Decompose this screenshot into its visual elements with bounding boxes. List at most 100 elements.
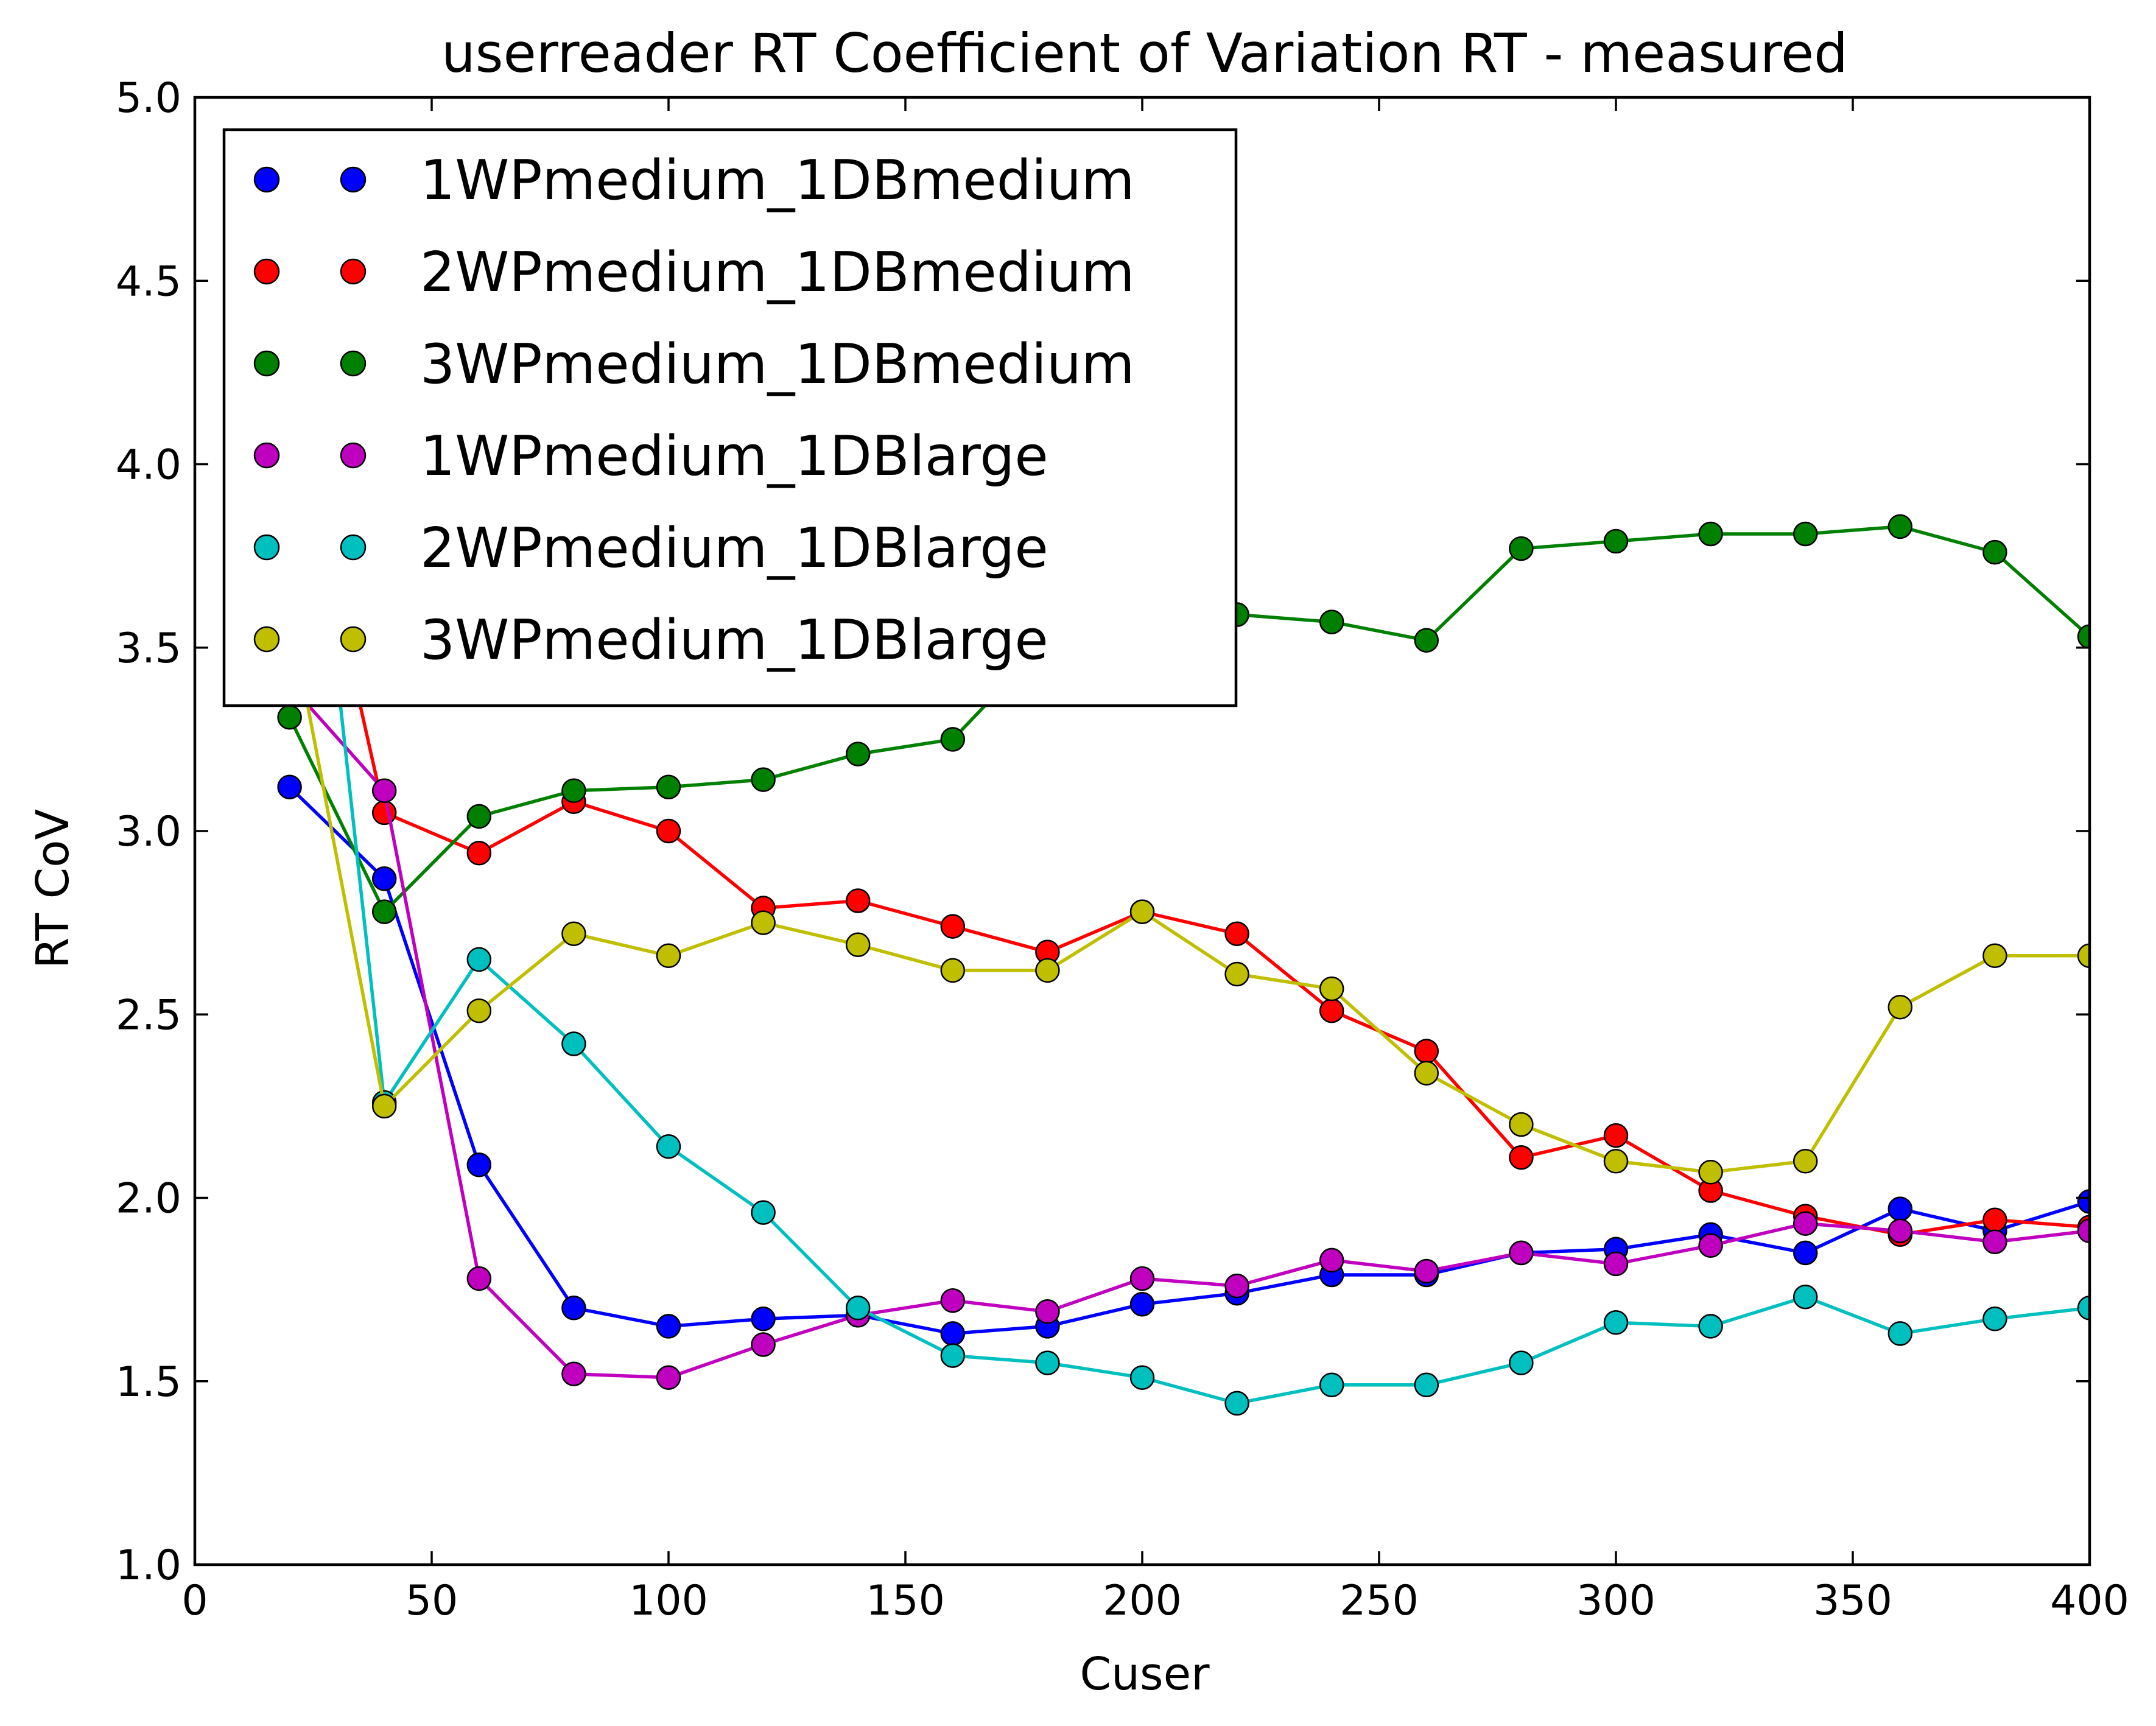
- data-point-2WPmedium_1DBmedium-160: [940, 914, 966, 939]
- data-point-2WPmedium_1DBlarge-120: [751, 1200, 776, 1225]
- x-tick-label-400: 400: [2050, 1577, 2129, 1625]
- legend-marker-1WPmedium_1DBmedium-0: [253, 166, 280, 193]
- legend-label-2WPmedium_1DBlarge: 2WPmedium_1DBlarge: [420, 516, 1048, 580]
- data-point-1WPmedium_1DBlarge-260: [1414, 1258, 1439, 1284]
- series-line-1WPmedium_1DBlarge: [288, 683, 2090, 1380]
- data-point-1WPmedium_1DBmedium-360: [1887, 1196, 1913, 1221]
- legend-entry-2WPmedium_1DBmedium: 2WPmedium_1DBmedium: [253, 240, 1135, 304]
- data-point-2WPmedium_1DBlarge-300: [1603, 1310, 1629, 1335]
- data-point-1WPmedium_1DBlarge-120: [751, 1332, 776, 1357]
- x-axis-label: Cuser: [1080, 1648, 1210, 1700]
- data-point-3WPmedium_1DBlarge-300: [1603, 1149, 1629, 1174]
- data-point-1WPmedium_1DBmedium-40: [371, 866, 397, 891]
- data-point-2WPmedium_1DBlarge-60: [466, 947, 492, 972]
- series-line-2WPmedium_1DBlarge: [287, 244, 2090, 1405]
- data-point-3WPmedium_1DBmedium-300: [1603, 528, 1629, 554]
- legend-entry-1WPmedium_1DBlarge: 1WPmedium_1DBlarge: [253, 424, 1048, 488]
- data-point-2WPmedium_1DBlarge-80: [561, 1031, 586, 1056]
- data-point-2WPmedium_1DBmedium-260: [1414, 1039, 1439, 1064]
- legend-label-1WPmedium_1DBmedium: 1WPmedium_1DBmedium: [420, 149, 1135, 212]
- x-tick-label-0: 0: [181, 1577, 208, 1625]
- data-point-1WPmedium_1DBlarge-280: [1509, 1240, 1534, 1266]
- x-tick-label-50: 50: [406, 1577, 458, 1625]
- data-point-1WPmedium_1DBlarge-100: [656, 1365, 681, 1390]
- data-point-1WPmedium_1DBlarge-200: [1129, 1266, 1155, 1291]
- legend-marker-2WPmedium_1DBlarge-0: [253, 534, 280, 561]
- x-tick-label-300: 300: [1576, 1577, 1656, 1625]
- data-point-2WPmedium_1DBmedium-380: [1982, 1207, 2007, 1232]
- data-point-1WPmedium_1DBlarge-180: [1035, 1299, 1060, 1324]
- data-point-1WPmedium_1DBmedium-60: [466, 1152, 492, 1177]
- y-tick-label-4.5: 4.5: [116, 258, 181, 306]
- data-point-3WPmedium_1DBlarge-100: [656, 943, 681, 969]
- data-point-2WPmedium_1DBmedium-280: [1509, 1145, 1534, 1170]
- data-point-2WPmedium_1DBmedium-140: [845, 888, 871, 913]
- x-tick-label-350: 350: [1813, 1577, 1892, 1625]
- legend-marker-1WPmedium_1DBlarge-1: [340, 442, 367, 469]
- data-point-2WPmedium_1DBmedium-220: [1224, 921, 1249, 946]
- legend-label-3WPmedium_1DBlarge: 3WPmedium_1DBlarge: [420, 608, 1048, 672]
- data-point-3WPmedium_1DBlarge-340: [1793, 1149, 1818, 1174]
- data-point-3WPmedium_1DBlarge-200: [1129, 899, 1155, 924]
- data-point-1WPmedium_1DBmedium-20: [277, 774, 302, 799]
- data-point-1WPmedium_1DBlarge-40: [371, 778, 397, 803]
- data-point-3WPmedium_1DBmedium-400: [2077, 624, 2090, 649]
- x-tick-label-150: 150: [866, 1577, 945, 1625]
- data-point-3WPmedium_1DBlarge-40: [371, 1093, 397, 1119]
- legend-entry-2WPmedium_1DBlarge: 2WPmedium_1DBlarge: [253, 516, 1048, 580]
- data-point-3WPmedium_1DBlarge-120: [751, 910, 776, 935]
- y-tick-label-1.5: 1.5: [116, 1358, 181, 1406]
- data-point-1WPmedium_1DBmedium-80: [561, 1296, 586, 1321]
- legend-entry-1WPmedium_1DBmedium: 1WPmedium_1DBmedium: [253, 149, 1135, 212]
- data-point-3WPmedium_1DBlarge-220: [1224, 961, 1249, 987]
- data-point-3WPmedium_1DBmedium-60: [466, 804, 492, 829]
- data-point-2WPmedium_1DBlarge-140: [845, 1296, 871, 1321]
- data-point-2WPmedium_1DBmedium-40: [371, 800, 397, 826]
- y-axis-label: RT CoV: [27, 809, 79, 969]
- legend-marker-3WPmedium_1DBlarge-1: [340, 626, 367, 653]
- data-point-2WPmedium_1DBmedium-300: [1603, 1123, 1629, 1148]
- legend-marker-3WPmedium_1DBlarge-0: [253, 626, 280, 653]
- data-point-3WPmedium_1DBlarge-60: [466, 998, 492, 1023]
- series-line-1WPmedium_1DBmedium: [288, 785, 2090, 1336]
- legend-label-1WPmedium_1DBlarge: 1WPmedium_1DBlarge: [420, 424, 1048, 488]
- data-point-3WPmedium_1DBmedium-20: [277, 704, 302, 730]
- data-point-3WPmedium_1DBlarge-180: [1035, 958, 1060, 983]
- data-point-2WPmedium_1DBlarge-320: [1698, 1314, 1723, 1339]
- data-point-1WPmedium_1DBlarge-320: [1698, 1233, 1723, 1258]
- data-point-2WPmedium_1DBlarge-280: [1509, 1350, 1534, 1375]
- data-point-3WPmedium_1DBlarge-320: [1698, 1160, 1723, 1185]
- data-point-2WPmedium_1DBlarge-360: [1887, 1321, 1913, 1346]
- data-point-2WPmedium_1DBlarge-400: [2077, 1296, 2090, 1321]
- data-point-3WPmedium_1DBmedium-80: [561, 778, 586, 803]
- series-line-3WPmedium_1DBlarge: [287, 610, 2090, 1174]
- legend-marker-1WPmedium_1DBmedium-1: [340, 166, 367, 193]
- data-point-1WPmedium_1DBmedium-200: [1129, 1291, 1155, 1317]
- data-point-1WPmedium_1DBlarge-360: [1887, 1218, 1913, 1243]
- data-point-2WPmedium_1DBlarge-160: [940, 1343, 966, 1368]
- data-point-3WPmedium_1DBmedium-240: [1319, 609, 1344, 634]
- data-point-1WPmedium_1DBmedium-100: [656, 1314, 681, 1339]
- data-point-1WPmedium_1DBmedium-400: [2077, 1189, 2090, 1214]
- data-point-2WPmedium_1DBlarge-240: [1319, 1372, 1344, 1398]
- x-tick-label-100: 100: [629, 1577, 708, 1625]
- chart-title: userreader RT Coefficient of Variation R…: [441, 22, 1848, 85]
- data-point-2WPmedium_1DBlarge-100: [656, 1134, 681, 1159]
- y-tick-label-1.0: 1.0: [116, 1542, 181, 1590]
- data-point-2WPmedium_1DBmedium-240: [1319, 998, 1344, 1023]
- legend-marker-3WPmedium_1DBmedium-0: [253, 350, 280, 377]
- data-point-3WPmedium_1DBmedium-380: [1982, 539, 2007, 565]
- data-point-3WPmedium_1DBlarge-140: [845, 932, 871, 958]
- data-point-1WPmedium_1DBmedium-120: [751, 1307, 776, 1331]
- data-point-1WPmedium_1DBlarge-80: [561, 1361, 586, 1386]
- series-2WPmedium_1DBmedium: [277, 378, 2090, 1247]
- data-point-3WPmedium_1DBmedium-360: [1887, 514, 1913, 539]
- data-point-1WPmedium_1DBlarge-240: [1319, 1247, 1344, 1273]
- legend-label-3WPmedium_1DBmedium: 3WPmedium_1DBmedium: [420, 332, 1135, 396]
- data-point-2WPmedium_1DBlarge-200: [1129, 1365, 1155, 1390]
- y-tick-label-5.0: 5.0: [116, 74, 181, 122]
- legend-marker-1WPmedium_1DBlarge-0: [253, 442, 280, 469]
- data-point-3WPmedium_1DBlarge-160: [940, 958, 966, 983]
- data-point-2WPmedium_1DBlarge-260: [1414, 1372, 1439, 1398]
